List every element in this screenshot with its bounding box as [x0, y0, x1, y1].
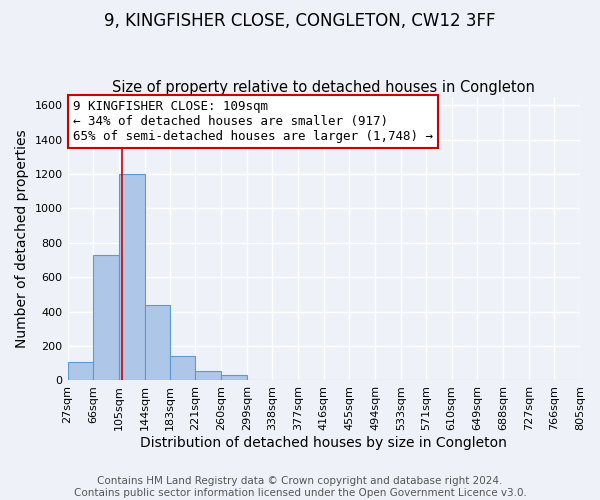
- Text: 9 KINGFISHER CLOSE: 109sqm
← 34% of detached houses are smaller (917)
65% of sem: 9 KINGFISHER CLOSE: 109sqm ← 34% of deta…: [73, 100, 433, 142]
- Bar: [93, 255, 119, 380]
- Bar: [196, 371, 221, 380]
- Title: Size of property relative to detached houses in Congleton: Size of property relative to detached ho…: [112, 80, 535, 96]
- Bar: [145, 305, 170, 380]
- Bar: [119, 174, 145, 380]
- Bar: [170, 356, 196, 380]
- Text: 9, KINGFISHER CLOSE, CONGLETON, CW12 3FF: 9, KINGFISHER CLOSE, CONGLETON, CW12 3FF: [104, 12, 496, 30]
- Bar: [68, 362, 93, 380]
- X-axis label: Distribution of detached houses by size in Congleton: Distribution of detached houses by size …: [140, 436, 507, 450]
- Bar: [221, 376, 247, 380]
- Y-axis label: Number of detached properties: Number of detached properties: [15, 129, 29, 348]
- Text: Contains HM Land Registry data © Crown copyright and database right 2024.
Contai: Contains HM Land Registry data © Crown c…: [74, 476, 526, 498]
